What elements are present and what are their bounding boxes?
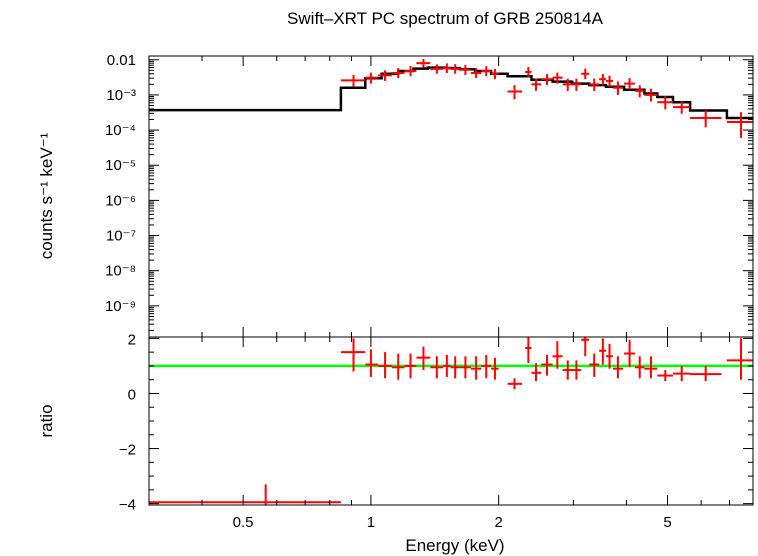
spectrum-point	[531, 78, 542, 91]
ratio-point	[443, 354, 451, 377]
spectrum-point	[340, 74, 366, 87]
y-tick-label: 10⁻⁹	[105, 298, 136, 315]
spectrum-point	[562, 78, 573, 91]
ratio-point	[644, 356, 658, 379]
x-tick-labels: 0.5 1 2 5	[233, 514, 672, 531]
spectrum-point	[404, 66, 417, 77]
ratio-point	[507, 378, 522, 390]
spectrum-point	[613, 81, 624, 95]
ratio-point	[470, 356, 482, 380]
spectrum-data-points	[340, 59, 753, 138]
ratio-point	[581, 337, 590, 357]
ratio-point	[378, 352, 392, 379]
spectrum-point	[624, 78, 635, 90]
y-tick-label: 10⁻³	[106, 87, 136, 104]
spectrum-point	[581, 68, 590, 80]
ratio-point	[624, 339, 635, 368]
spectrum-point	[605, 75, 614, 87]
spectrum-point	[589, 78, 600, 91]
spectrum-point	[378, 70, 392, 81]
ratio-point	[404, 353, 417, 379]
lower-panel-y-tick-labels: 2 0 −2 −4	[119, 331, 136, 513]
spectrum-point	[644, 88, 658, 102]
spectrum-point	[491, 68, 499, 80]
upper-panel-y-tick-labels: 0.01 10⁻³ 10⁻⁴ 10⁻⁵ 10⁻⁶ 10⁻⁷ 10⁻⁸ 10⁻⁹	[105, 52, 136, 315]
lower-panel-frame	[148, 336, 754, 506]
y-tick-label: 10⁻⁴	[105, 122, 136, 139]
spectrum-point	[450, 64, 460, 74]
ratio-point	[541, 354, 553, 376]
spectrum-point	[507, 85, 522, 100]
x-tick-label: 2	[495, 514, 503, 531]
ratio-point	[430, 356, 444, 379]
ratio-point	[149, 484, 341, 505]
y-tick-label: 10⁻⁶	[105, 192, 136, 209]
upper-panel-ticks	[148, 56, 753, 337]
ratio-point	[613, 356, 624, 379]
spectrum-point	[552, 72, 563, 84]
ratio-point	[391, 353, 405, 380]
spectrum-point	[690, 110, 722, 128]
y-tick-label: 0.01	[107, 52, 136, 69]
spectrum-point	[416, 59, 431, 68]
spectrum-point	[525, 67, 532, 78]
ratio-point	[634, 356, 645, 379]
ratio-point	[605, 343, 614, 369]
ratio-point	[416, 346, 431, 371]
spectrum-point	[541, 74, 553, 86]
ratio-point	[726, 338, 753, 380]
y-tick-label: 10⁻⁸	[105, 263, 136, 280]
ratio-point	[525, 337, 532, 364]
spectrum-point	[365, 72, 379, 84]
ratio-point	[690, 365, 722, 382]
y-axis-title-ratio: ratio	[37, 404, 56, 437]
ratio-point	[459, 356, 471, 379]
spectrum-point	[572, 78, 582, 91]
ratio-point	[599, 338, 606, 365]
y-tick-label: 10⁻⁷	[106, 228, 136, 245]
y-axis-title-counts: counts s⁻¹ keV⁻¹	[37, 132, 56, 259]
spectrum-point	[430, 64, 444, 74]
ratio-point	[491, 357, 499, 380]
ratio-point	[672, 365, 691, 382]
x-axis-title: Energy (keV)	[405, 536, 504, 555]
ratio-data-points	[149, 337, 753, 505]
chart-title: Swift–XRT PC spectrum of GRB 250814A	[287, 9, 604, 28]
ratio-point	[340, 338, 366, 372]
y-tick-label: −2	[119, 442, 136, 459]
y-tick-label: 0	[128, 387, 136, 404]
spectrum-point	[657, 96, 673, 110]
ratio-point	[657, 370, 673, 382]
ratio-point	[552, 341, 563, 369]
x-tick-label: 5	[663, 514, 671, 531]
spectrum-point	[391, 68, 405, 79]
ratio-point	[531, 363, 542, 382]
spectrum-point	[443, 63, 451, 74]
ratio-point	[481, 354, 492, 379]
y-tick-label: 2	[128, 331, 136, 348]
ratio-point	[572, 360, 582, 380]
spectrum-point	[481, 66, 492, 77]
spectrum-point	[672, 101, 691, 114]
spectrum-point	[599, 74, 606, 86]
ratio-point	[450, 356, 460, 379]
ratio-point	[365, 349, 379, 377]
x-tick-label: 1	[367, 514, 375, 531]
y-tick-label: 10⁻⁵	[105, 157, 136, 174]
x-tick-label: 0.5	[233, 514, 254, 531]
spectrum-point	[634, 85, 645, 98]
spectrum-point	[726, 112, 753, 138]
spectrum-point	[459, 64, 471, 75]
y-tick-label: −4	[119, 497, 136, 514]
spectrum-point	[470, 68, 482, 79]
ratio-point	[589, 353, 600, 377]
ratio-point	[562, 360, 573, 380]
